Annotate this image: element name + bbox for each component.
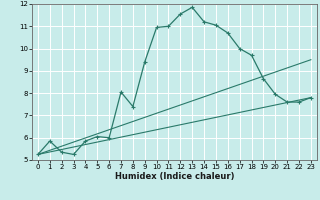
X-axis label: Humidex (Indice chaleur): Humidex (Indice chaleur) bbox=[115, 172, 234, 181]
